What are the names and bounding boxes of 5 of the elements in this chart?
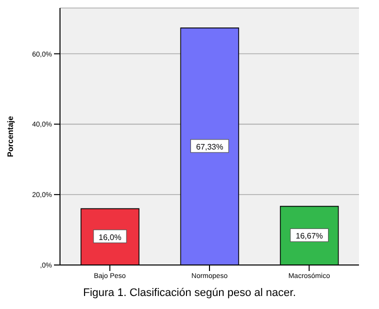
- data-label: 16,0%: [98, 232, 122, 242]
- text: Figura 1. Clasificación según peso al nacer.: [82, 287, 297, 299]
- data-label: 67,33%: [196, 142, 224, 152]
- y-axis-title: Porcentaje: [6, 115, 15, 157]
- data-label: 16,67%: [296, 232, 323, 241]
